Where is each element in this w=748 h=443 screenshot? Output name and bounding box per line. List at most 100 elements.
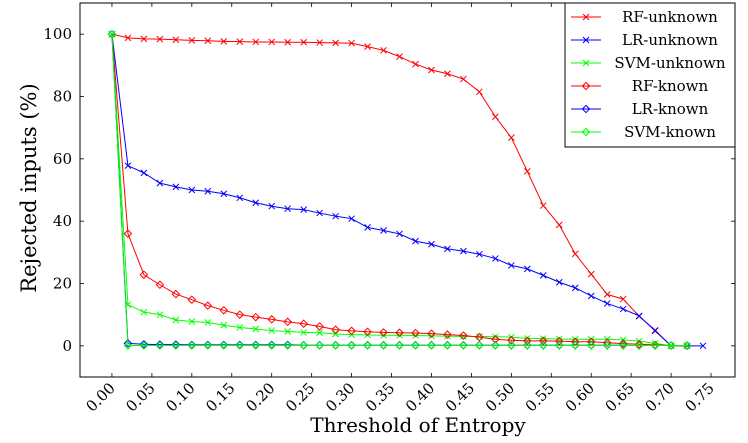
legend-entry: SVM-unknown (571, 54, 726, 72)
data-point (156, 311, 164, 319)
x-tick-label: 0.30 (322, 379, 358, 415)
data-point (252, 325, 260, 333)
data-point (634, 341, 644, 350)
data-point (587, 292, 595, 300)
data-point (188, 318, 196, 325)
legend-label: LR-known (632, 100, 709, 118)
data-point (475, 332, 484, 342)
x-tick-label: 0.45 (442, 379, 478, 415)
x-tick-labels: 0.00 0.05 0.10 0.15 0.20 0.25 0.30 0.35 0.40 0.45… (82, 379, 717, 415)
x-tick-label: 0.15 (202, 379, 238, 415)
data-point (651, 327, 659, 335)
data-point (428, 66, 435, 74)
data-point (220, 190, 228, 198)
data-point (581, 104, 591, 114)
data-point (235, 341, 245, 350)
data-point (443, 341, 452, 350)
data-point (107, 29, 117, 39)
data-point (187, 295, 197, 305)
data-point (635, 312, 643, 320)
data-point (172, 36, 180, 44)
data-point (634, 339, 644, 349)
data-point (219, 305, 229, 315)
data-point (491, 341, 500, 350)
data-point (460, 247, 467, 255)
data-point (581, 81, 591, 91)
data-point (507, 134, 515, 141)
data-point (582, 59, 590, 67)
data-point (364, 224, 371, 231)
data-point (155, 280, 165, 290)
y-tick-labels: 0 20 40 60 80 100 (43, 25, 72, 355)
data-point (172, 316, 180, 324)
data-point (619, 305, 627, 313)
data-point (203, 301, 213, 310)
data-point (139, 341, 149, 350)
data-point (299, 319, 308, 329)
data-point (123, 341, 133, 350)
data-point (171, 340, 181, 349)
data-point (492, 255, 499, 262)
data-point (363, 341, 372, 350)
data-point (618, 339, 628, 348)
data-point (331, 325, 340, 334)
data-point (571, 250, 579, 258)
data-point (300, 329, 308, 336)
data-point (582, 13, 590, 21)
data-point (603, 300, 611, 307)
data-point (523, 336, 532, 346)
data-point (315, 322, 324, 331)
data-point (539, 272, 547, 279)
x-tick-label: 0.25 (282, 379, 318, 415)
axis-ticks (80, 3, 735, 377)
data-point (602, 341, 612, 350)
data-point (618, 341, 628, 350)
data-point (316, 329, 323, 337)
data-point (332, 212, 339, 220)
data-point (267, 341, 277, 350)
data-point (140, 169, 148, 177)
x-tick-label: 0.35 (362, 379, 398, 415)
data-point (587, 270, 595, 278)
data-point (187, 341, 197, 350)
data-point (412, 237, 419, 245)
data-point (395, 328, 404, 338)
y-tick-label: 80 (53, 88, 72, 106)
legend-label: SVM-unknown (614, 54, 725, 72)
data-point (364, 43, 371, 50)
x-tick-label: 0.20 (242, 379, 278, 415)
data-point (347, 341, 356, 350)
data-point (203, 341, 213, 350)
data-point (443, 330, 452, 339)
data-point (476, 88, 483, 96)
data-point (492, 113, 499, 121)
data-point (444, 70, 451, 78)
data-point (523, 167, 531, 175)
legend-entry: LR-known (571, 100, 709, 118)
data-point (284, 38, 292, 46)
data-point (284, 205, 292, 213)
data-point (538, 341, 548, 350)
data-point (300, 206, 308, 213)
data-point (204, 187, 212, 195)
data-point (539, 202, 547, 209)
data-point (331, 341, 340, 350)
data-point (603, 291, 611, 298)
data-point (523, 265, 531, 273)
data-point (682, 341, 692, 350)
data-point (268, 202, 276, 210)
x-tick-label: 0.60 (562, 379, 598, 415)
data-point (491, 334, 500, 344)
y-tick-label: 100 (43, 25, 72, 43)
data-point (582, 36, 590, 44)
x-tick-label: 0.65 (602, 379, 638, 415)
x-tick-label: 0.55 (522, 379, 558, 415)
data-point (252, 38, 260, 46)
data-point (650, 341, 660, 350)
legend-entry: RF-known (571, 77, 709, 95)
data-point (581, 127, 591, 137)
data-point (554, 341, 564, 350)
series-lr-unknown (108, 30, 707, 350)
data-point (444, 245, 451, 253)
data-point (251, 312, 261, 322)
